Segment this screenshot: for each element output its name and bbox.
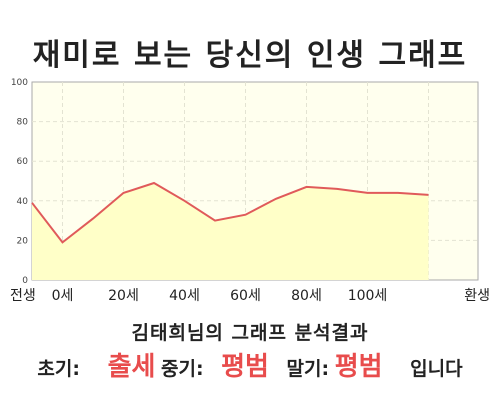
y-tick-label: 40 xyxy=(17,197,29,207)
x-tick-label: 0세 xyxy=(52,288,74,304)
y-tick-label: 60 xyxy=(17,157,29,167)
late-value: 평범 xyxy=(334,352,383,382)
late-label: 말기: xyxy=(286,358,330,380)
y-tick-label: 80 xyxy=(17,118,29,128)
x-tick-label: 20세 xyxy=(108,288,139,304)
y-tick-label: 20 xyxy=(17,236,29,246)
x-tick-label: 100세 xyxy=(348,288,388,304)
x-tick-label: 40세 xyxy=(169,288,200,304)
x-tick-label: 전생 xyxy=(10,288,36,304)
mid-value: 평범 xyxy=(221,352,269,382)
y-tick-label: 100 xyxy=(11,78,28,88)
y-tick-labels: 0 20 40 60 80 100 xyxy=(11,78,28,286)
analysis-result: 초기: 출세 중기: 평범 말기: 평범 입니다 xyxy=(0,346,500,382)
x-tick-labels: 전생 0세 20세 40세 60세 80세 100세 환생 xyxy=(10,288,490,304)
series-line xyxy=(31,181,429,244)
life-graph-chart: 0 20 40 60 80 100 전생 0세 20세 40세 60세 80세 100세 환생 xyxy=(10,78,490,304)
y-tick-label: 0 xyxy=(22,276,28,286)
early-label: 초기: xyxy=(37,358,80,380)
suffix-text: 입니다 xyxy=(410,358,463,380)
early-value: 출세 xyxy=(107,352,156,382)
x-tick-label: 60세 xyxy=(230,288,261,304)
area-fill xyxy=(32,183,429,280)
x-tick-label: 환생 xyxy=(464,288,490,304)
chart-title: 재미로 보는 당신의 인생 그래프 xyxy=(32,38,468,73)
analysis-title: 김태희님의 그래프 분석결과 xyxy=(131,322,369,344)
mid-label: 중기: xyxy=(160,358,204,380)
x-tick-label: 80세 xyxy=(291,288,322,304)
